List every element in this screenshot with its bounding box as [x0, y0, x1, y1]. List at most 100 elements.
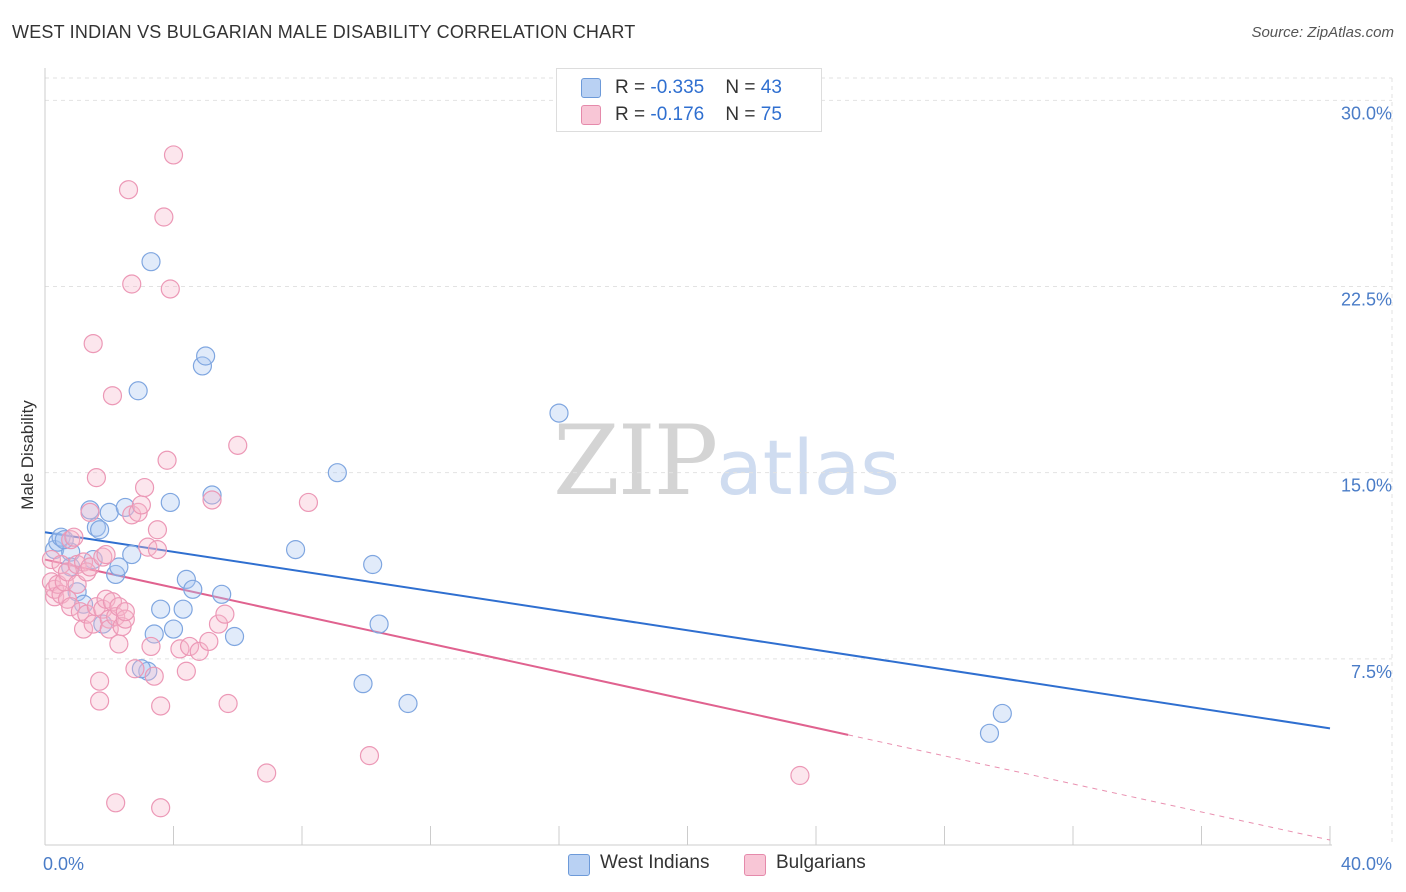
point-bulgarians-26 [90, 691, 110, 711]
point-bulgarians-41 [115, 609, 135, 629]
y-axis-label: Male Disability [18, 400, 37, 510]
point-west-indians-13 [109, 557, 129, 577]
correlation-legend: R = -0.335 N = 43 R = -0.176 N = 75 [556, 68, 822, 132]
point-west-indians-23 [173, 599, 193, 619]
point-bulgarians-65 [208, 614, 229, 634]
x-tick-label-1: 40.0% [1341, 854, 1392, 874]
point-bulgarians-52 [144, 666, 164, 686]
point-west-indians-25 [183, 579, 203, 599]
point-bulgarians-46 [125, 659, 145, 679]
point-bulgarians-34 [102, 386, 123, 406]
point-west-indians-33 [353, 674, 373, 694]
point-bulgarians-56 [154, 207, 174, 227]
point-bulgarians-68 [228, 435, 248, 455]
point-west-indians-20 [151, 599, 171, 619]
grid-lines [45, 77, 1393, 845]
point-bulgarians-51 [141, 636, 161, 657]
point-bulgarians-58 [160, 279, 180, 299]
point-west-indians-18 [141, 252, 161, 272]
point-bulgarians-74 [147, 540, 168, 560]
point-west-indians-27 [196, 346, 216, 366]
point-west-indians-21 [160, 492, 180, 513]
point-bulgarians-48 [131, 495, 151, 515]
trendline-bulgarians [44, 558, 849, 736]
point-bulgarians-70 [298, 492, 319, 513]
watermark-atlas: atlas [716, 423, 900, 512]
point-west-indians-11 [99, 502, 119, 522]
point-bulgarians-31 [96, 544, 116, 565]
point-bulgarians-21 [80, 557, 100, 577]
source-label: Source: ZipAtlas.com [1251, 24, 1394, 41]
point-bulgarians-36 [106, 793, 126, 813]
point-bulgarians-35 [102, 592, 123, 612]
legend-stats-bulgarians: R = -0.176 N = 75 [615, 104, 782, 125]
point-west-indians-37 [549, 403, 569, 423]
point-bulgarians-38 [109, 634, 129, 654]
bottom-legend-label-bulgarians: Bulgarians [776, 852, 866, 873]
point-west-indians-32 [327, 463, 347, 483]
point-bulgarians-24 [86, 468, 107, 488]
chart-title: WEST INDIAN VS BULGARIAN MALE DISABILITY… [12, 22, 636, 42]
point-bulgarians-53 [147, 520, 168, 540]
trendline-bulgarians-extrapolated [848, 734, 1331, 841]
point-bulgarians-44 [122, 274, 142, 294]
point-west-indians-28 [202, 485, 222, 505]
point-west-indians-30 [224, 626, 245, 647]
point-west-indians-22 [163, 619, 184, 639]
point-bulgarians-71 [359, 746, 380, 766]
axes [44, 68, 1332, 846]
watermark: ZIPatlas [553, 405, 900, 517]
bottom-legend-swatch-west-indians [568, 854, 590, 876]
point-west-indians-31 [285, 540, 306, 560]
point-west-indians-15 [122, 544, 142, 565]
point-west-indians-39 [992, 703, 1012, 724]
point-bulgarians-11 [61, 597, 81, 617]
point-bulgarians-59 [163, 145, 184, 165]
point-bulgarians-12 [64, 527, 84, 547]
point-bulgarians-49 [134, 477, 155, 498]
watermark-zip: ZIP [553, 405, 718, 517]
point-west-indians-16 [128, 381, 148, 401]
point-west-indians-36 [398, 693, 418, 714]
y-tick-label-1: 15.0% [1341, 476, 1392, 496]
point-bulgarians-10 [61, 530, 81, 550]
point-bulgarians-39 [109, 597, 129, 617]
bottom-legend-label-west-indians: West Indians [600, 852, 710, 873]
point-bulgarians-57 [157, 450, 177, 470]
data-points [41, 145, 1012, 818]
point-west-indians-29 [212, 584, 232, 604]
legend-swatch-bulgarians [581, 105, 601, 125]
point-bulgarians-64 [202, 490, 222, 510]
point-bulgarians-72 [790, 765, 810, 786]
point-bulgarians-55 [151, 798, 171, 818]
legend-stats-west-indians: R = -0.335 N = 43 [615, 77, 782, 98]
point-bulgarians-43 [118, 180, 139, 200]
bottom-legend-swatch-bulgarians [744, 854, 766, 876]
point-bulgarians-42 [115, 602, 135, 622]
tick-labels: 7.5% 15.0% 22.5% 30.0% 0.0% 40.0% [43, 103, 1392, 874]
point-bulgarians-63 [199, 631, 219, 652]
legend-swatch-west-indians [581, 78, 601, 98]
y-tick-label-3: 30.0% [1341, 103, 1392, 123]
point-bulgarians-61 [179, 636, 200, 657]
point-bulgarians-20 [80, 502, 100, 522]
point-bulgarians-69 [257, 763, 277, 783]
point-west-indians-19 [144, 624, 164, 644]
trendline-west-indians [44, 531, 1331, 730]
point-bulgarians-54 [151, 696, 171, 716]
point-west-indians-9 [90, 520, 110, 540]
x-tick-label-0: 0.0% [43, 854, 84, 874]
point-bulgarians-0 [41, 549, 62, 570]
trend-lines [44, 531, 1331, 841]
point-west-indians-35 [369, 614, 389, 634]
point-west-indians-38 [979, 723, 1000, 743]
point-bulgarians-73 [176, 661, 196, 681]
point-bulgarians-67 [218, 693, 238, 714]
point-bulgarians-66 [215, 604, 235, 624]
point-bulgarians-29 [93, 547, 113, 567]
point-west-indians-14 [115, 497, 135, 518]
point-west-indians-24 [176, 569, 196, 590]
y-tick-label-0: 7.5% [1351, 662, 1392, 682]
point-bulgarians-27 [90, 671, 110, 691]
